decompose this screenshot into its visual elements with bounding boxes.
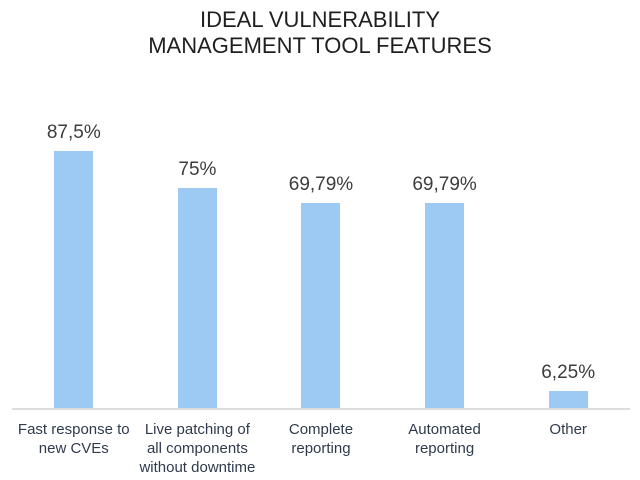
category-label: Automated reporting — [408, 421, 481, 457]
bar-column: 6,25% — [506, 0, 630, 409]
category-axis-labels: Fast response to new CVEs Live patching o… — [12, 420, 630, 477]
category-label: Fast response to new CVEs — [17, 421, 130, 457]
bar-column: 87,5% — [12, 0, 136, 409]
chart-title: IDEAL VULNERABILITY MANAGEMENT TOOL FEAT… — [0, 7, 640, 59]
bar — [301, 203, 341, 409]
bar-value-label: 6,25% — [541, 362, 596, 383]
bar-value-label: 69,79% — [412, 174, 477, 195]
bar — [548, 391, 588, 409]
bar — [425, 203, 465, 409]
bar-column: 75% — [136, 0, 260, 409]
bar-value-label: 87,5% — [46, 122, 101, 143]
bar-plot-area: 87,5% 75% 69,79% 69,79% 6,25% — [12, 0, 630, 409]
category-label: Complete reporting — [288, 421, 354, 457]
bar-column: 69,79% — [383, 0, 507, 409]
bar — [54, 151, 94, 409]
x-axis-line — [12, 408, 630, 410]
bar-value-label: 69,79% — [288, 174, 354, 195]
bar-value-label: 75% — [178, 159, 217, 180]
chart-title-line-1: IDEAL VULNERABILITY — [199, 7, 441, 32]
bar — [177, 188, 217, 409]
category-label: Live patching of all components without … — [139, 421, 256, 476]
bar-column: 69,79% — [259, 0, 383, 409]
chart-title-line-2: MANAGEMENT TOOL FEATURES — [148, 33, 492, 58]
category-label: Other — [549, 421, 587, 438]
